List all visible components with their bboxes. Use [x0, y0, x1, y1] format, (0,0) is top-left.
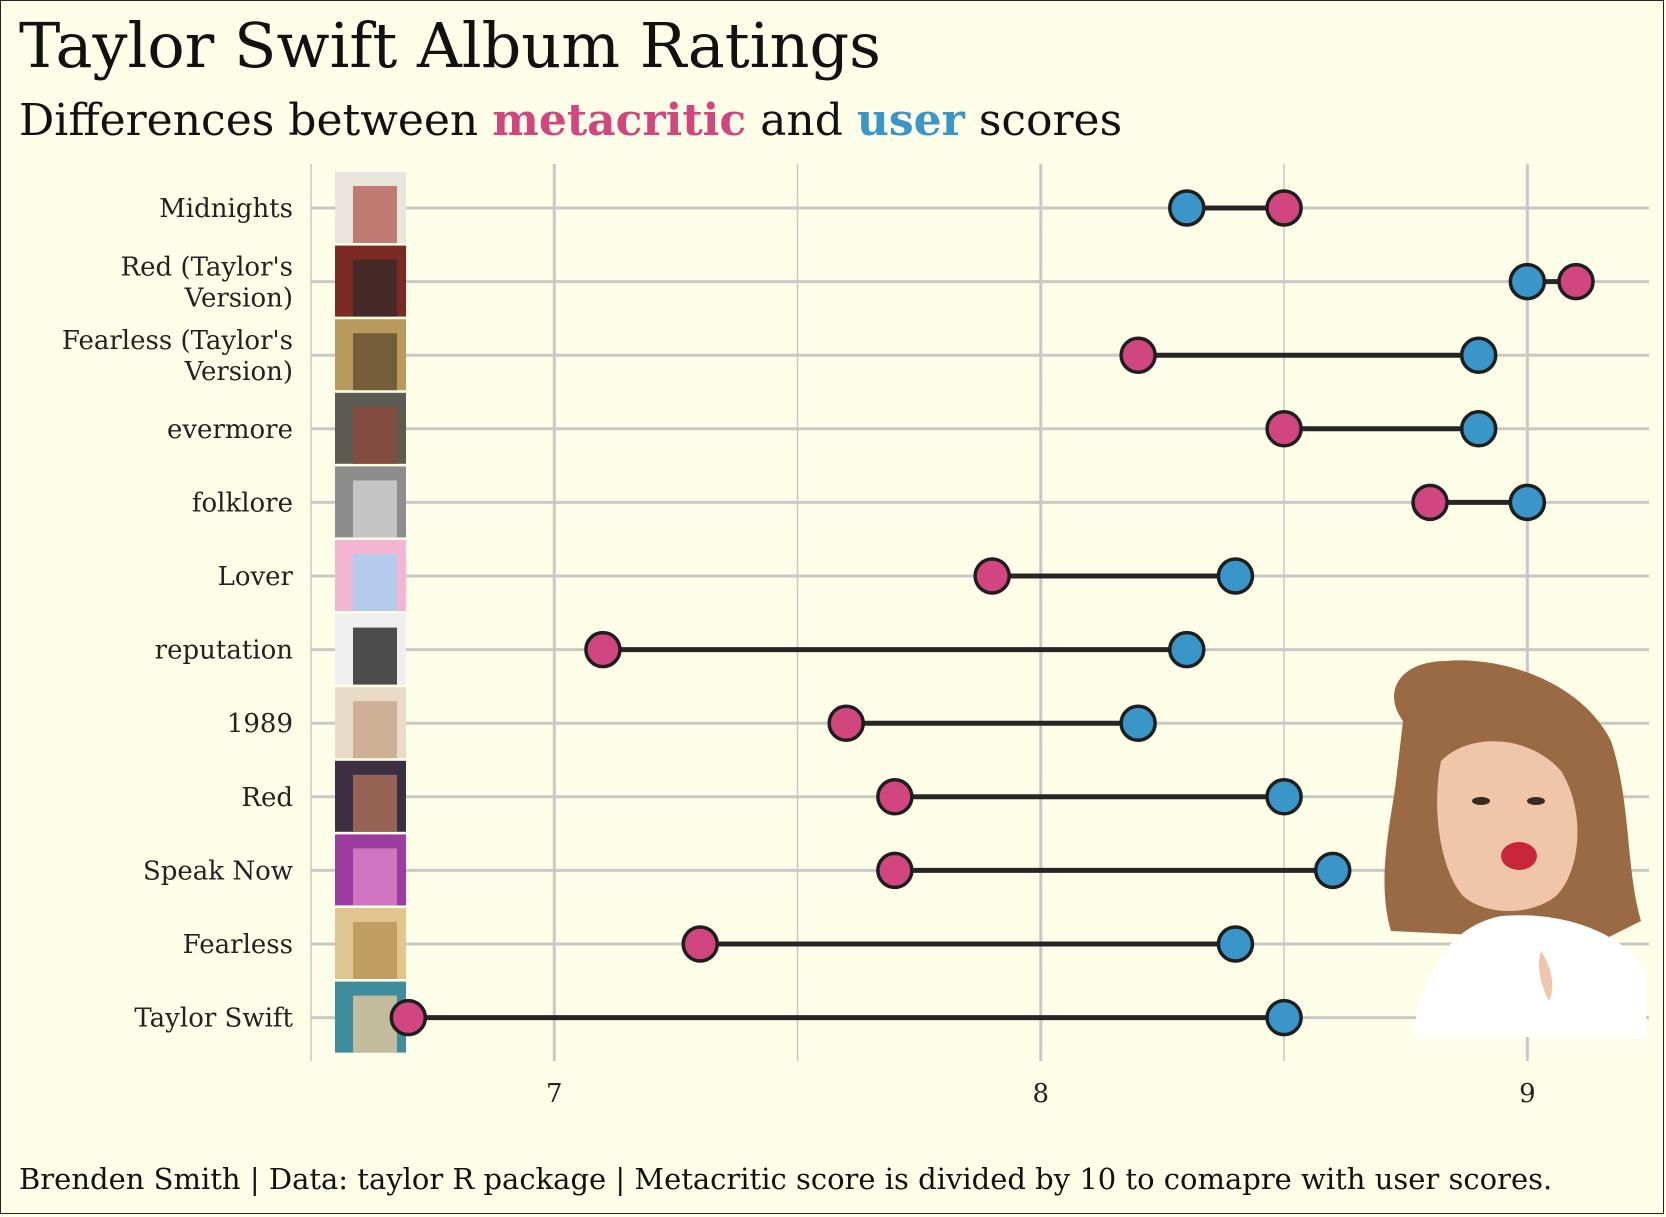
category-label-line: reputation	[155, 636, 294, 666]
user-score-point	[1459, 410, 1498, 448]
album-cover-figure	[353, 922, 397, 979]
album-cover-figure	[353, 333, 397, 391]
album-cover-thumbnail	[335, 466, 406, 538]
album-cover-figure	[353, 259, 397, 317]
album-cover-thumbnail	[335, 392, 406, 464]
metacritic-score-point	[827, 704, 865, 742]
portrait-eye-right	[1527, 797, 1545, 805]
category-label: Red (Taylor's Version)	[121, 253, 293, 314]
album-cover-thumbnail	[335, 245, 406, 317]
album-cover-figure	[353, 774, 397, 832]
category-label: Lover	[218, 562, 294, 592]
album-cover-thumbnail	[335, 834, 406, 906]
chart-subtitle: Differences between metacritic and user …	[19, 95, 1122, 146]
dumbbell-points	[389, 189, 1595, 1037]
category-label: Midnights	[159, 194, 293, 224]
metacritic-score-point	[876, 851, 914, 890]
user-score-point	[1265, 998, 1303, 1037]
album-cover-figure	[353, 701, 397, 759]
x-tick-label: 9	[1519, 1079, 1536, 1109]
category-label: Speak Now	[143, 856, 293, 886]
category-label-line: Speak Now	[143, 856, 293, 886]
category-label: evermore	[167, 415, 293, 445]
category-label-line: Taylor Swift	[134, 1004, 293, 1034]
category-label-line: Lover	[218, 562, 294, 592]
user-score-point	[1459, 336, 1498, 374]
album-cover-figure	[353, 995, 397, 1053]
category-label: Fearless	[183, 930, 293, 960]
subtitle-middle: and	[746, 95, 857, 146]
x-axis-ticks: 7 8 9	[546, 1079, 1536, 1109]
user-score-point	[1216, 925, 1255, 963]
metacritic-score-point	[876, 778, 914, 816]
album-thumbnails	[335, 172, 406, 1053]
album-cover-figure	[353, 480, 397, 538]
category-label-line: Version)	[184, 357, 293, 387]
category-label-line: Fearless	[183, 930, 293, 960]
album-cover-thumbnail	[335, 540, 406, 611]
category-label: reputation	[155, 636, 294, 666]
user-score-point	[1508, 483, 1547, 522]
user-score-point	[1168, 630, 1206, 669]
portrait-shoulders	[1413, 915, 1646, 1037]
album-cover-thumbnail	[335, 172, 406, 243]
portrait-illustration	[1384, 660, 1646, 1037]
user-score-point	[1265, 778, 1303, 816]
user-score-point	[1168, 189, 1206, 227]
category-label-line: evermore	[167, 415, 293, 445]
metacritic-score-point	[1411, 483, 1449, 522]
album-cover-figure	[353, 406, 397, 464]
category-label-line: Midnights	[159, 194, 293, 224]
album-cover-figure	[353, 186, 397, 243]
portrait-face	[1437, 741, 1578, 911]
user-score-point	[1216, 557, 1255, 595]
x-tick-label: 7	[546, 1079, 563, 1109]
metacritic-score-point	[1119, 336, 1157, 374]
dumbbell-segments	[408, 205, 1577, 1021]
album-cover-figure	[353, 627, 397, 685]
chart-title: Taylor Swift Album Ratings	[19, 9, 881, 82]
album-cover-figure	[353, 554, 397, 611]
user-score-point	[1508, 262, 1547, 301]
chart-caption: Brenden Smith | Data: taylor R package |…	[19, 1162, 1552, 1196]
metacritic-score-point	[681, 925, 719, 963]
metacritic-score-point	[973, 557, 1011, 595]
subtitle-user-word: user	[857, 95, 966, 146]
album-cover-thumbnail	[335, 319, 406, 391]
metacritic-score-point	[389, 998, 428, 1037]
album-cover-thumbnail	[335, 908, 406, 979]
category-label: 1989	[227, 709, 293, 739]
category-label: Fearless (Taylor's Version)	[62, 326, 293, 387]
portrait-eye-left	[1472, 797, 1490, 805]
category-label-line: Red	[241, 783, 293, 813]
album-cover-figure	[353, 848, 397, 906]
metacritic-score-point	[584, 630, 622, 669]
subtitle-suffix: scores	[965, 95, 1122, 146]
metacritic-score-point	[1557, 262, 1595, 301]
category-label-line: Red (Taylor's	[121, 253, 293, 283]
metacritic-score-point	[1265, 189, 1303, 227]
category-label-line: 1989	[227, 709, 293, 739]
category-label-line: Version)	[184, 284, 293, 314]
user-score-point	[1119, 704, 1157, 742]
album-cover-thumbnail	[335, 760, 406, 832]
subtitle-metacritic-word: metacritic	[492, 95, 746, 146]
category-label-line: folklore	[192, 488, 293, 518]
category-label: folklore	[192, 488, 293, 518]
category-label-line: Fearless (Taylor's	[62, 326, 293, 356]
category-label: Red	[241, 783, 293, 813]
album-cover-thumbnail	[335, 613, 406, 685]
x-tick-label: 8	[1033, 1079, 1050, 1109]
album-cover-thumbnail	[335, 687, 406, 759]
portrait-dress-cutout	[1538, 951, 1553, 1001]
portrait-mouth	[1501, 842, 1537, 870]
category-label: Taylor Swift	[134, 1004, 293, 1034]
user-score-point	[1313, 851, 1352, 890]
subtitle-prefix: Differences between	[19, 95, 492, 146]
metacritic-score-point	[1265, 410, 1303, 448]
